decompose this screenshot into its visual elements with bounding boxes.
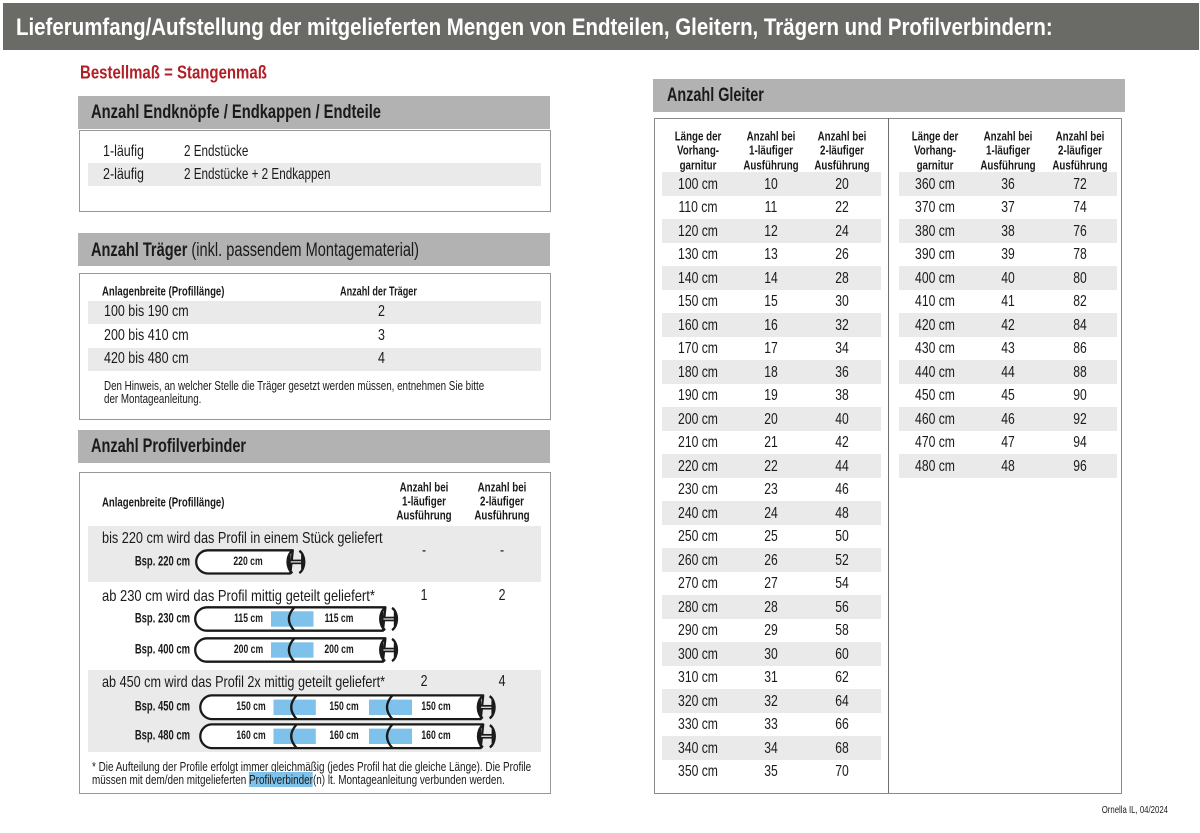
svg-text:150 cm: 150 cm bbox=[236, 701, 265, 714]
svg-text:150 cm: 150 cm bbox=[421, 701, 450, 714]
svg-text:160 cm: 160 cm bbox=[236, 729, 265, 742]
svg-text:200 cm: 200 cm bbox=[234, 644, 263, 657]
svg-text:150 cm: 150 cm bbox=[329, 701, 358, 714]
svg-text:160 cm: 160 cm bbox=[329, 729, 358, 742]
svg-text:115 cm: 115 cm bbox=[234, 613, 263, 626]
svg-text:115 cm: 115 cm bbox=[325, 613, 354, 626]
svg-text:160 cm: 160 cm bbox=[421, 729, 450, 742]
svg-text:200 cm: 200 cm bbox=[324, 644, 353, 657]
svg-text:220 cm: 220 cm bbox=[233, 556, 262, 569]
